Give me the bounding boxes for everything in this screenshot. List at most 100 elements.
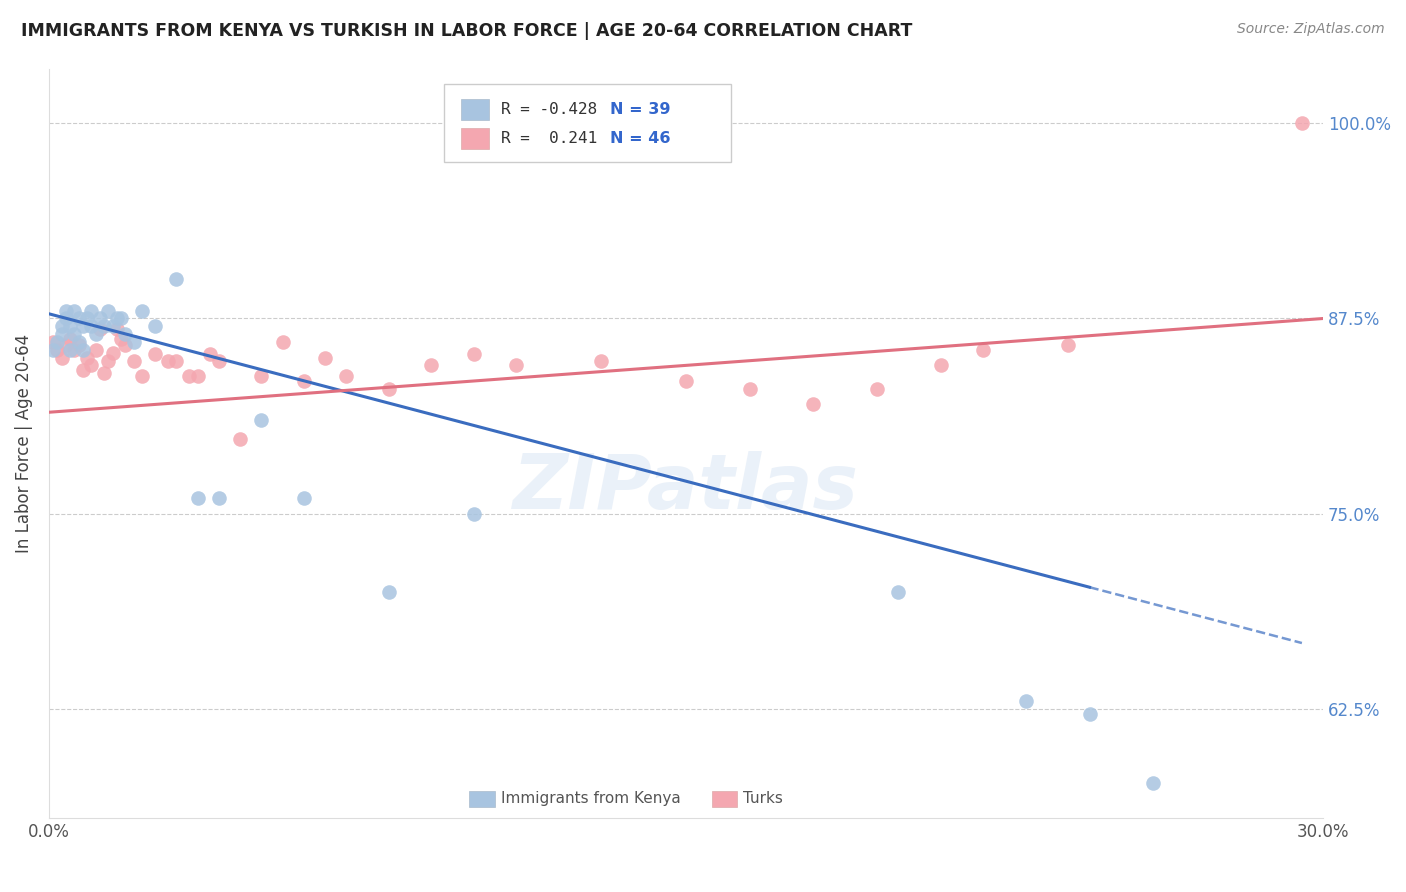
- Point: [63, 343, 86, 357]
- Point: [80, 359, 103, 373]
- Point: [51, 351, 73, 365]
- Point: [250, 413, 273, 427]
- Point: [72, 363, 94, 377]
- Point: [46, 343, 69, 357]
- Point: [51, 319, 73, 334]
- Y-axis label: In Labor Force | Age 20-64: In Labor Force | Age 20-64: [15, 334, 32, 553]
- Point: [110, 311, 132, 326]
- Point: [675, 374, 697, 388]
- Point: [165, 272, 187, 286]
- Point: [803, 397, 825, 411]
- Point: [208, 491, 231, 505]
- Text: Source: ZipAtlas.com: Source: ZipAtlas.com: [1237, 22, 1385, 37]
- Point: [208, 353, 231, 368]
- Point: [591, 353, 613, 368]
- Point: [59, 332, 82, 346]
- Point: [143, 347, 166, 361]
- Point: [67, 338, 90, 352]
- Point: [67, 334, 90, 349]
- Point: [114, 338, 136, 352]
- Point: [420, 359, 443, 373]
- Point: [165, 353, 187, 368]
- Point: [97, 303, 120, 318]
- FancyBboxPatch shape: [711, 790, 737, 807]
- Point: [59, 319, 82, 334]
- Point: [505, 359, 527, 373]
- Point: [101, 319, 124, 334]
- Point: [463, 507, 485, 521]
- Point: [114, 327, 136, 342]
- Point: [200, 347, 222, 361]
- FancyBboxPatch shape: [470, 790, 495, 807]
- Point: [122, 334, 145, 349]
- Point: [143, 319, 166, 334]
- Point: [1291, 116, 1313, 130]
- Point: [89, 311, 111, 326]
- Point: [131, 369, 153, 384]
- Point: [1015, 694, 1038, 708]
- Point: [42, 343, 65, 357]
- Point: [156, 353, 179, 368]
- Text: Immigrants from Kenya: Immigrants from Kenya: [502, 791, 681, 806]
- Point: [72, 319, 94, 334]
- Point: [105, 311, 128, 326]
- Point: [122, 353, 145, 368]
- Point: [377, 585, 399, 599]
- Point: [1142, 775, 1164, 789]
- Point: [63, 303, 86, 318]
- Point: [463, 347, 485, 361]
- FancyBboxPatch shape: [461, 99, 488, 120]
- Text: ZIPatlas: ZIPatlas: [513, 451, 859, 525]
- Point: [101, 346, 124, 360]
- Point: [292, 374, 315, 388]
- Point: [63, 327, 86, 342]
- Point: [1078, 706, 1101, 721]
- Point: [131, 303, 153, 318]
- FancyBboxPatch shape: [461, 128, 488, 149]
- Point: [67, 311, 90, 326]
- Point: [866, 382, 889, 396]
- Point: [179, 369, 201, 384]
- Point: [738, 382, 761, 396]
- Text: R = -0.428: R = -0.428: [502, 103, 598, 117]
- Point: [55, 338, 77, 352]
- Point: [250, 369, 273, 384]
- Point: [72, 343, 94, 357]
- Point: [314, 351, 336, 365]
- Text: Turks: Turks: [744, 791, 783, 806]
- Point: [46, 334, 69, 349]
- Point: [84, 343, 107, 357]
- Point: [229, 432, 252, 446]
- Point: [55, 311, 77, 326]
- Point: [887, 585, 910, 599]
- Point: [97, 353, 120, 368]
- Text: N = 46: N = 46: [610, 131, 671, 145]
- FancyBboxPatch shape: [444, 84, 731, 162]
- Point: [51, 327, 73, 342]
- Point: [76, 311, 98, 326]
- Text: IMMIGRANTS FROM KENYA VS TURKISH IN LABOR FORCE | AGE 20-64 CORRELATION CHART: IMMIGRANTS FROM KENYA VS TURKISH IN LABO…: [21, 22, 912, 40]
- Point: [377, 382, 399, 396]
- Point: [972, 343, 994, 357]
- Point: [55, 303, 77, 318]
- Point: [59, 343, 82, 357]
- Point: [89, 322, 111, 336]
- Point: [187, 491, 209, 505]
- Point: [105, 322, 128, 336]
- Point: [80, 303, 103, 318]
- Point: [110, 332, 132, 346]
- Point: [93, 366, 115, 380]
- Point: [42, 334, 65, 349]
- Text: R =  0.241: R = 0.241: [502, 131, 598, 145]
- Point: [335, 369, 357, 384]
- Point: [93, 319, 115, 334]
- Point: [187, 369, 209, 384]
- Point: [292, 491, 315, 505]
- Point: [929, 359, 952, 373]
- Text: N = 39: N = 39: [610, 103, 671, 117]
- Point: [84, 327, 107, 342]
- Point: [271, 334, 294, 349]
- Point: [76, 351, 98, 365]
- Point: [80, 319, 103, 334]
- Point: [1057, 338, 1080, 352]
